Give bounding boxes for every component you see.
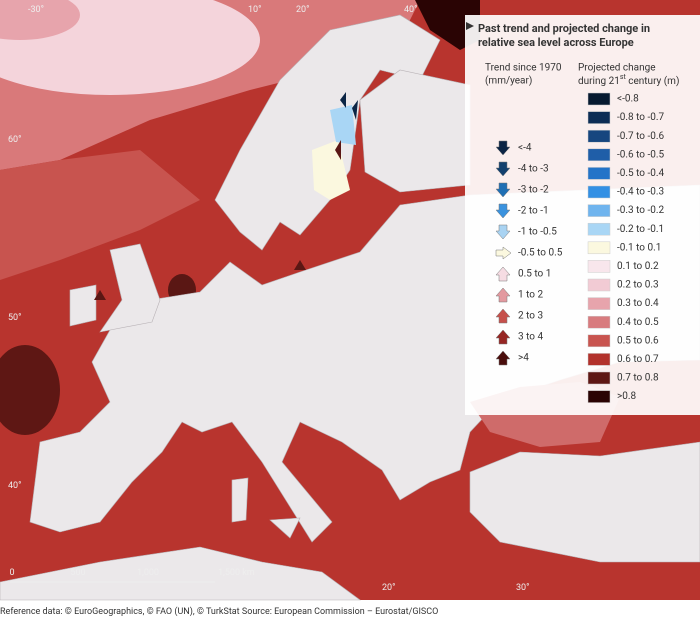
- projection-label: -0.5 to -0.4: [617, 168, 664, 179]
- projection-label: -0.2 to -0.1: [617, 224, 664, 235]
- longitude-label: 40°: [404, 5, 417, 15]
- trend-symbol: [495, 287, 511, 303]
- trend-label: -1 to -0.5: [518, 227, 557, 238]
- trend-label: -2 to -1: [518, 206, 549, 217]
- projection-label: -0.4 to -0.3: [617, 187, 664, 198]
- footer: Reference data: © EuroGeographics, © FAO…: [0, 606, 438, 617]
- projection-title: Projected change: [578, 63, 656, 74]
- sea-zone: [0, 150, 200, 280]
- trend-symbol: [495, 224, 511, 240]
- trend-label: 3 to 4: [518, 332, 543, 343]
- projection-label: 0.1 to 0.2: [617, 261, 659, 272]
- projection-swatch: [587, 315, 611, 329]
- projection-label: 0.4 to 0.5: [617, 317, 659, 328]
- latitude-label: 40°: [8, 481, 21, 491]
- trend-label: >4: [518, 353, 529, 364]
- scale-label: 1,000: [137, 568, 159, 578]
- longitude-label: 30°: [516, 583, 529, 593]
- projection-label: >0.8: [617, 391, 636, 402]
- longitude-label: 10°: [248, 5, 261, 15]
- trend-symbol: [495, 182, 511, 198]
- projection-label: -0.1 to 0.1: [617, 242, 661, 253]
- trend-label: <-4: [518, 143, 532, 154]
- projection-swatch: [587, 297, 611, 310]
- title-marker: [466, 22, 474, 30]
- projection-swatch: [587, 390, 611, 403]
- projection-swatch: [587, 167, 611, 180]
- trend-symbol: [495, 350, 511, 366]
- projection-swatch: [587, 204, 611, 217]
- projection-label: 0.3 to 0.4: [617, 298, 659, 309]
- projection-swatch: [587, 241, 611, 255]
- trend-symbol: [495, 246, 512, 260]
- projection-swatch: [587, 334, 611, 348]
- projection-swatch: [587, 371, 611, 385]
- trend-symbol: [495, 329, 511, 345]
- scale-label: 500: [70, 568, 85, 578]
- sea-zone: [0, 0, 80, 40]
- trend-label: -3 to -2: [518, 185, 549, 196]
- trend-symbol: [495, 308, 511, 324]
- projection-label: 0.6 to 0.7: [617, 354, 659, 365]
- trend-symbol: [495, 140, 511, 156]
- trend-title: (mm/year): [485, 75, 532, 87]
- latitude-label: 50°: [8, 313, 21, 323]
- projection-label: <-0.8: [617, 94, 639, 105]
- projection-label: 0.2 to 0.3: [617, 280, 659, 291]
- projection-label: -0.3 to -0.2: [617, 205, 664, 216]
- projection-swatch: [587, 148, 611, 162]
- projection-swatch: [587, 129, 611, 143]
- longitude-label: 20°: [382, 583, 395, 593]
- projection-swatch: [587, 111, 611, 124]
- trend-label: -0.5 to 0.5: [518, 248, 563, 259]
- scale-label: 1,500 km: [218, 568, 255, 578]
- projection-label: -0.6 to -0.5: [617, 149, 664, 160]
- projection-label: -0.7 to -0.6: [617, 131, 664, 142]
- projection-swatch: [587, 353, 611, 366]
- trend-label: 1 to 2: [518, 290, 543, 301]
- projection-swatch: [587, 222, 611, 236]
- projection-label: 0.7 to 0.8: [617, 373, 659, 384]
- sea-zone: [330, 105, 356, 145]
- sea-zone: [415, 0, 480, 50]
- trend-arrow: [340, 92, 358, 120]
- trend-label: 0.5 to 1: [518, 269, 551, 280]
- trend-symbol: [495, 161, 511, 177]
- projection-swatch: [587, 92, 611, 106]
- projection-swatch: [587, 260, 611, 273]
- projection-swatch: [587, 185, 611, 199]
- title: relative sea level across Europe: [478, 36, 634, 49]
- trend-label: 2 to 3: [518, 311, 543, 322]
- trend-label: -4 to -3: [518, 164, 549, 175]
- latitude-label: 60°: [8, 135, 21, 145]
- projection-label: -0.8 to -0.7: [617, 112, 664, 123]
- sea-zone: [0, 345, 60, 435]
- trend-symbol: [495, 203, 511, 219]
- projection-swatch: [587, 278, 611, 292]
- trend-title: Trend since 1970: [485, 63, 562, 74]
- scale-label: 0: [9, 568, 14, 578]
- projection-label: 0.5 to 0.6: [617, 335, 659, 346]
- longitude-label: -30°: [28, 5, 44, 15]
- trend-symbol: [495, 266, 511, 282]
- longitude-label: 20°: [296, 5, 309, 15]
- title: Past trend and projected change in: [478, 22, 650, 35]
- projection-title: during 21st century (m): [578, 73, 679, 87]
